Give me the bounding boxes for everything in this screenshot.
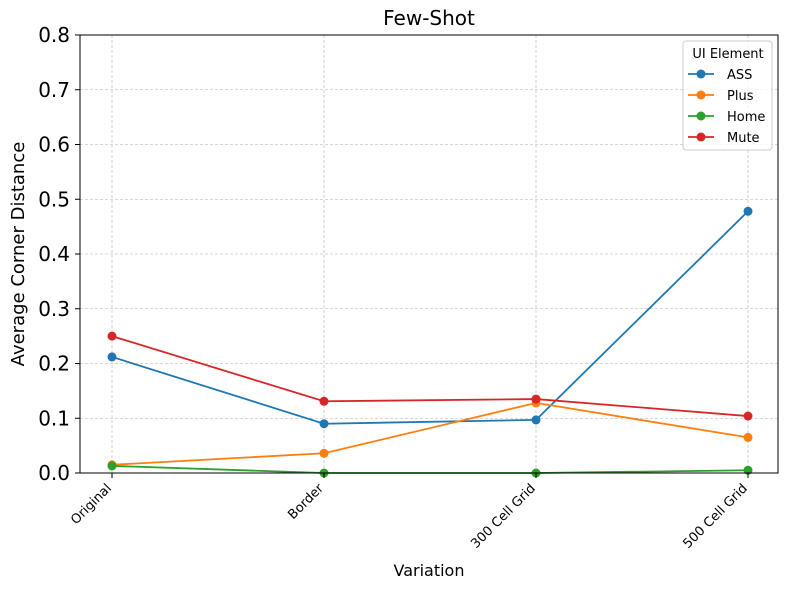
data-point [743,432,753,442]
legend: UI Element ASS Plus Home Mute [682,40,773,151]
series-line [111,335,749,417]
legend-label: Plus [727,89,754,104]
series-line [111,210,749,425]
series-home [107,461,753,478]
x-tick-label: Border [285,481,327,523]
y-tick-label: 0.8 [38,23,70,47]
chart-title: Few-Shot [383,6,475,30]
y-tick-label: 0.3 [38,297,70,321]
legend-marker [696,111,706,121]
y-tick-label: 0.0 [38,461,70,485]
y-tick-label: 0.7 [38,78,70,102]
data-point [319,448,329,458]
y-axis: 0.0 0.1 0.2 0.3 0.4 0.5 0.6 0.7 0.8 [38,23,80,485]
legend-item-ass: ASS [688,68,752,83]
legend-label: Home [727,110,765,125]
legend-box [682,40,773,151]
legend-marker [696,69,706,79]
x-tick-label: 500 Cell Grid [680,481,750,551]
x-tick-label: Original [68,481,115,528]
y-tick-label: 0.1 [38,406,70,430]
grid-lines [80,34,778,474]
data-point [107,352,117,362]
data-point [531,415,541,425]
y-tick-label: 0.4 [38,242,70,266]
legend-label: ASS [727,68,752,83]
plot-frame [79,34,779,474]
data-point [531,394,541,404]
data-point [319,419,329,429]
legend-label: Mute [727,131,760,146]
y-tick-label: 0.6 [38,133,70,157]
legend-item-plus: Plus [688,89,754,104]
x-tick-label: 300 Cell Grid [468,481,538,551]
legend-item-mute: Mute [688,131,760,146]
series-line [111,402,749,466]
data-point [743,206,753,216]
series-ass [107,206,753,429]
legend-title: UI Element [692,47,763,62]
legend-item-home: Home [688,110,765,125]
x-axis-label: Variation [394,561,465,580]
legend-marker [696,132,706,142]
data-point [107,331,117,341]
y-tick-label: 0.2 [38,352,70,376]
data-point [743,411,753,421]
data-point [107,461,117,471]
series-line [111,464,749,474]
y-axis-label: Average Corner Distance [8,142,29,367]
series-mute [107,331,753,421]
x-axis: Original Border 300 Cell Grid 500 Cell Grid [68,473,751,552]
data-point [319,396,329,406]
y-tick-label: 0.5 [38,187,70,211]
series-layer [107,206,753,478]
legend-marker [696,90,706,100]
